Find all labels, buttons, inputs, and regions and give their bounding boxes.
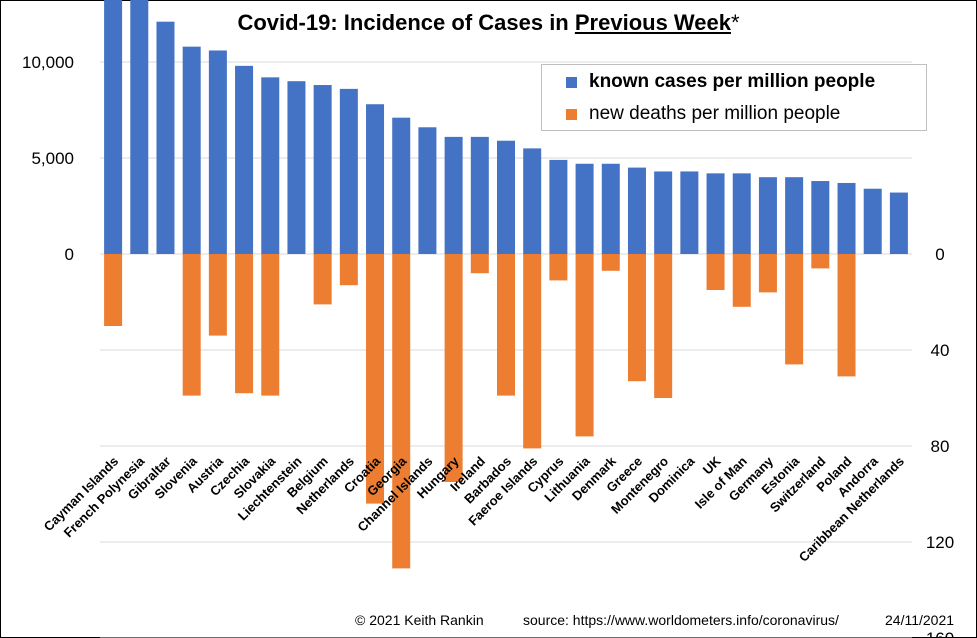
right-axis-tick-label: 80 xyxy=(931,437,950,456)
deaths-bar xyxy=(392,254,411,569)
cases-bar xyxy=(811,181,830,254)
right-axis-tick-label: 0 xyxy=(935,245,944,264)
cases-bar xyxy=(732,173,751,254)
deaths-bar xyxy=(208,254,227,336)
deaths-bar xyxy=(339,254,358,286)
deaths-bar xyxy=(182,254,201,396)
cases-bar xyxy=(287,81,306,254)
cases-bar xyxy=(366,104,385,255)
right-axis-tick-label: 40 xyxy=(931,341,950,360)
deaths-bar xyxy=(601,254,620,271)
deaths-bar xyxy=(549,254,568,281)
deaths-bar xyxy=(470,254,489,274)
cases-bar xyxy=(392,117,411,255)
cases-bar xyxy=(549,159,568,254)
right-axis-tick-label: 120 xyxy=(926,533,954,552)
cases-bar xyxy=(104,0,123,254)
deaths-bar xyxy=(497,254,515,396)
cases-bar xyxy=(523,148,542,254)
cases-bar xyxy=(680,171,699,254)
cases-bar xyxy=(235,65,254,254)
deaths-bar xyxy=(654,254,673,398)
cases-bar xyxy=(706,173,725,254)
cases-bar xyxy=(889,192,908,254)
deaths-bar xyxy=(811,254,830,269)
legend-item-cases: known cases per million people xyxy=(566,71,875,93)
cases-bar xyxy=(837,182,856,254)
cases-bar xyxy=(208,50,227,255)
deaths-bar xyxy=(785,254,804,365)
title-underlined: Previous Week xyxy=(574,10,731,35)
legend-swatch-deaths xyxy=(566,108,577,120)
cases-bar xyxy=(627,167,646,254)
deaths-bar xyxy=(758,254,777,293)
title-main: Covid-19: Incidence of Cases in xyxy=(237,10,575,35)
cases-bar xyxy=(470,136,489,254)
deaths-bar xyxy=(104,254,123,326)
cases-bar xyxy=(863,188,882,254)
cases-bar xyxy=(758,177,777,254)
cases-bar xyxy=(785,177,804,254)
legend-label-cases: known cases per million people xyxy=(589,71,876,92)
deaths-bar xyxy=(706,254,725,290)
cases-bar xyxy=(313,85,332,254)
legend: known cases per million people new death… xyxy=(541,64,927,131)
deaths-bar xyxy=(732,254,751,307)
footer-copyright: © 2021 Keith Rankin xyxy=(355,612,484,628)
deaths-bar xyxy=(444,254,463,482)
title-suffix: * xyxy=(731,10,740,35)
deaths-bar xyxy=(366,254,385,504)
cases-bar xyxy=(654,171,673,254)
cases-bar xyxy=(130,0,149,254)
deaths-bar xyxy=(575,254,594,437)
left-axis-tick-label: 0 xyxy=(65,245,74,264)
legend-swatch-cases xyxy=(566,76,577,88)
deaths-bar xyxy=(627,254,646,382)
footer-date: 24/11/2021 xyxy=(885,612,955,628)
footer: © 2021 Keith Rankin source: https://www.… xyxy=(0,612,977,632)
deaths-bar xyxy=(235,254,254,394)
deaths-bar xyxy=(313,254,332,305)
left-axis-tick-label: 10,000 xyxy=(22,53,74,72)
left-axis-tick-label: 5,000 xyxy=(31,149,74,168)
cases-bar xyxy=(182,46,201,254)
chart-title: Covid-19: Incidence of Cases in Previous… xyxy=(0,10,977,36)
cases-bar xyxy=(444,136,463,254)
right-axis-tick-label: 160 xyxy=(926,629,954,638)
legend-label-deaths: new deaths per million people xyxy=(589,103,841,124)
cases-bar xyxy=(497,140,515,254)
cases-bar xyxy=(261,77,280,254)
deaths-bar xyxy=(523,254,542,449)
cases-bar xyxy=(156,21,175,255)
deaths-bar xyxy=(837,254,856,377)
cases-bar xyxy=(575,163,594,254)
footer-source: source: https://www.worldometers.info/co… xyxy=(523,612,839,628)
deaths-bar xyxy=(261,254,280,396)
cases-bar xyxy=(339,88,358,254)
cases-bar xyxy=(418,127,437,254)
cases-bar xyxy=(601,163,620,254)
legend-item-deaths: new deaths per million people xyxy=(566,103,840,125)
